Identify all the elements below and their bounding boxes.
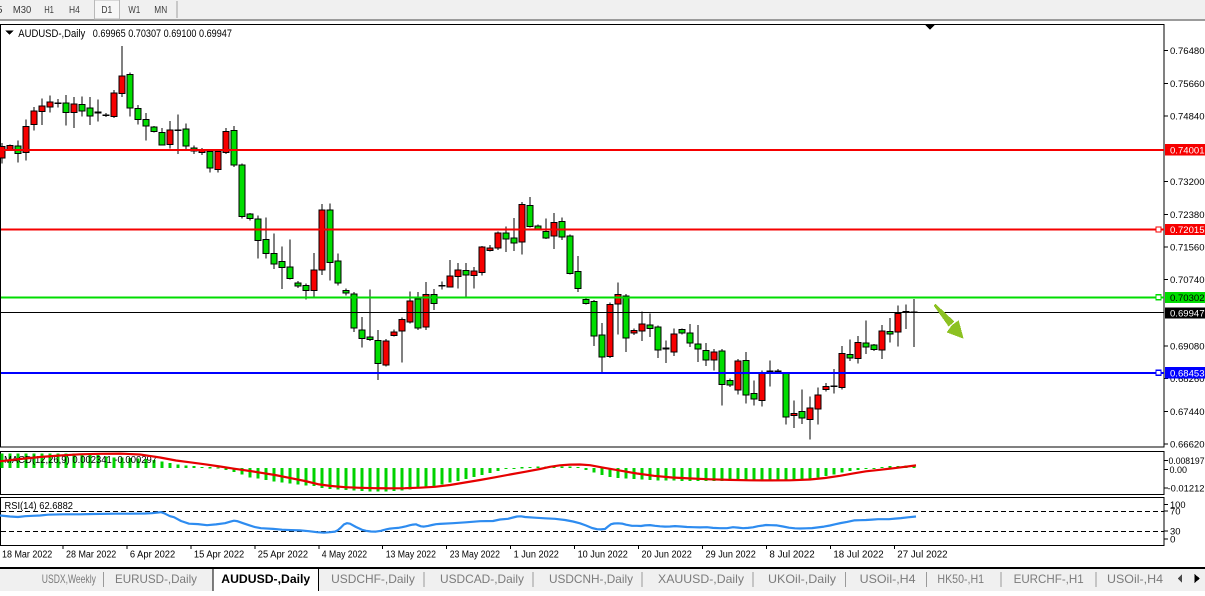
svg-text:0.72380: 0.72380 [1170, 210, 1205, 221]
svg-text:0.68453: 0.68453 [1170, 368, 1205, 379]
svg-text:UKOil-,Daily: UKOil-,Daily [768, 572, 836, 586]
svg-text:18 Jul 2022: 18 Jul 2022 [833, 550, 884, 561]
svg-text:5: 5 [0, 4, 3, 16]
svg-text:USDCHF-,Daily: USDCHF-,Daily [331, 572, 415, 586]
svg-text:0.69080: 0.69080 [1170, 342, 1205, 353]
svg-text:USDX,Weekly: USDX,Weekly [42, 572, 96, 586]
svg-text:0.69965 0.70307 0.69100 0.6994: 0.69965 0.70307 0.69100 0.69947 [93, 28, 232, 40]
svg-text:18 Mar 2022: 18 Mar 2022 [2, 550, 53, 561]
svg-text:15 Apr 2022: 15 Apr 2022 [194, 550, 245, 561]
svg-text:29 Jun 2022: 29 Jun 2022 [706, 550, 757, 561]
svg-text:100: 100 [1170, 500, 1186, 511]
svg-text:D1: D1 [101, 4, 112, 16]
svg-text:8 Jul 2022: 8 Jul 2022 [769, 550, 815, 561]
svg-text:25 Apr 2022: 25 Apr 2022 [258, 550, 309, 561]
svg-text:HK50-,H1: HK50-,H1 [937, 572, 984, 586]
svg-text:1 Jun 2022: 1 Jun 2022 [514, 550, 560, 561]
svg-text:23 May 2022: 23 May 2022 [450, 550, 501, 561]
svg-text:10 Jun 2022: 10 Jun 2022 [578, 550, 629, 561]
svg-text:USOil-,H4: USOil-,H4 [1107, 572, 1163, 586]
svg-text:0.73200: 0.73200 [1170, 177, 1205, 188]
svg-text:28 Mar 2022: 28 Mar 2022 [66, 550, 117, 561]
svg-text:0.74001: 0.74001 [1170, 145, 1205, 156]
svg-text:4 May 2022: 4 May 2022 [322, 550, 368, 561]
svg-text:20 Jun 2022: 20 Jun 2022 [642, 550, 693, 561]
svg-text:MACD(12,26,9) 0.002341 -0.0002: MACD(12,26,9) 0.002341 -0.000297 [4, 455, 157, 466]
svg-text:0.74840: 0.74840 [1170, 112, 1205, 123]
svg-text:MN: MN [154, 4, 167, 16]
svg-text:USOil-,H4: USOil-,H4 [860, 572, 916, 586]
svg-text:13 May 2022: 13 May 2022 [386, 550, 437, 561]
svg-text:0.70740: 0.70740 [1170, 275, 1205, 286]
svg-text:EURUSD-,Daily: EURUSD-,Daily [115, 572, 197, 586]
svg-text:0.68260: 0.68260 [1170, 374, 1205, 385]
svg-text:M30: M30 [13, 4, 32, 16]
svg-text:H1: H1 [44, 4, 54, 16]
svg-text:AUDUSD-,Daily: AUDUSD-,Daily [18, 28, 85, 40]
svg-text:0.67440: 0.67440 [1170, 407, 1205, 418]
svg-text:AUDUSD-,Daily: AUDUSD-,Daily [221, 572, 310, 586]
svg-text:0.72015: 0.72015 [1170, 225, 1205, 236]
svg-text:RSI(14) 62.6882: RSI(14) 62.6882 [5, 501, 74, 512]
svg-text:0.71560: 0.71560 [1170, 243, 1205, 254]
svg-text:30: 30 [1170, 527, 1181, 538]
svg-text:0: 0 [1170, 534, 1176, 545]
svg-text:-0.01212: -0.01212 [1168, 484, 1205, 495]
svg-text:0.70302: 0.70302 [1170, 293, 1205, 304]
svg-text:0.008197: 0.008197 [1169, 456, 1205, 467]
svg-text:EURCHF-,H1: EURCHF-,H1 [1014, 572, 1084, 586]
svg-text:USDCAD-,Daily: USDCAD-,Daily [440, 572, 524, 586]
svg-text:0.69947: 0.69947 [1170, 309, 1205, 320]
svg-text:70: 70 [1170, 507, 1181, 518]
svg-text:6 Apr 2022: 6 Apr 2022 [130, 550, 176, 561]
svg-text:0.00: 0.00 [1170, 465, 1188, 476]
svg-text:0.76480: 0.76480 [1170, 46, 1205, 57]
svg-text:XAUUSD-,Daily: XAUUSD-,Daily [658, 572, 744, 586]
svg-text:0.66620: 0.66620 [1170, 440, 1205, 451]
svg-text:USDCNH-,Daily: USDCNH-,Daily [549, 572, 633, 586]
svg-text:27 Jul 2022: 27 Jul 2022 [897, 550, 948, 561]
svg-text:W1: W1 [128, 4, 140, 16]
svg-text:H4: H4 [69, 4, 80, 16]
svg-text:0.75660: 0.75660 [1170, 79, 1205, 90]
